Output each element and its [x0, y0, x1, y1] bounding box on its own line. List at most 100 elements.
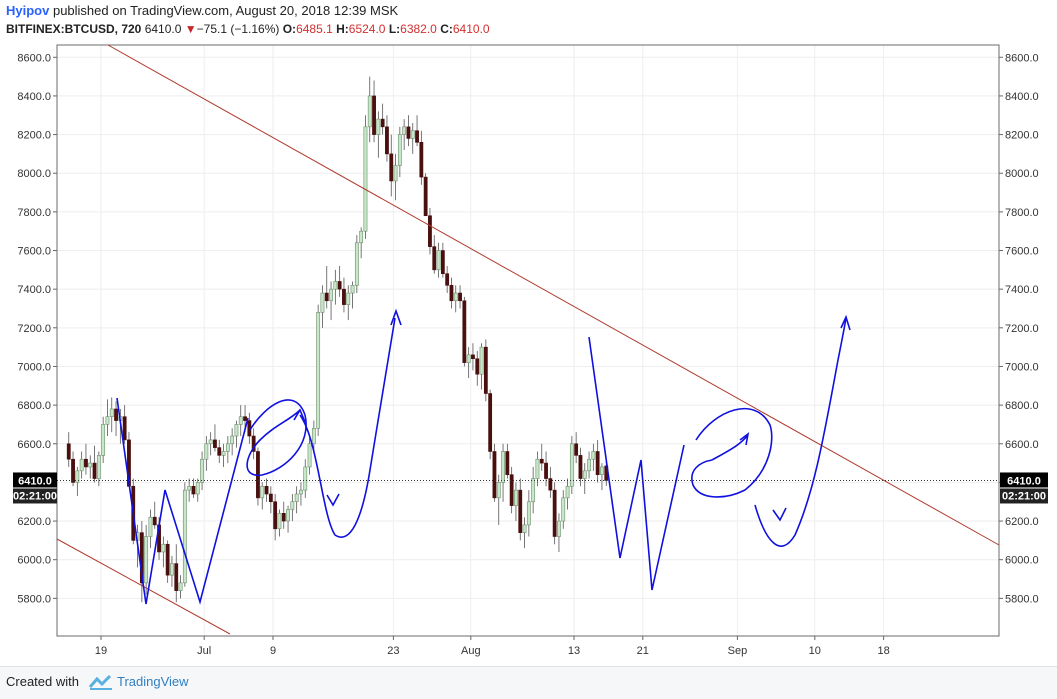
candle-body	[458, 292, 462, 302]
open-label: O:	[282, 22, 297, 36]
candle-body	[187, 485, 192, 491]
candle	[475, 351, 480, 386]
candle-body	[96, 455, 101, 479]
candle-body	[208, 439, 213, 445]
candle-body	[337, 281, 342, 290]
candle	[372, 80, 376, 143]
y-tick-label: 8400.0	[1005, 91, 1039, 103]
candle	[359, 227, 364, 259]
candle-body	[79, 458, 84, 472]
candle-body	[552, 489, 557, 537]
candle-body	[174, 563, 179, 591]
candle-body	[294, 493, 299, 503]
candle	[88, 455, 93, 479]
candle-body	[238, 416, 243, 425]
candle-body	[109, 408, 114, 418]
candle-body	[354, 242, 359, 286]
candle-body	[436, 250, 441, 271]
loop-aug	[691, 407, 773, 498]
candle	[187, 478, 192, 502]
candle	[191, 478, 196, 498]
candle	[337, 265, 342, 297]
candle	[290, 494, 295, 522]
tradingview-logo-icon[interactable]	[88, 673, 114, 691]
candle	[380, 103, 385, 135]
candle	[428, 208, 432, 255]
candle-body	[569, 443, 574, 487]
svg-text:6410.0: 6410.0	[1007, 475, 1041, 487]
candle-body	[264, 485, 269, 495]
candle-body	[346, 292, 351, 305]
candle-body	[75, 470, 80, 483]
candle-body	[561, 497, 566, 522]
footer: Created with TradingView	[0, 666, 1057, 699]
y-tick-label: 8000.0	[17, 168, 51, 180]
candle-body	[324, 292, 329, 302]
candle	[423, 173, 428, 217]
candle	[79, 451, 84, 479]
price-label-right: 6410.0 02:21:00	[1000, 472, 1048, 504]
author-link[interactable]: Hyipov	[6, 3, 50, 18]
y-tick-label: 6000.0	[1005, 555, 1039, 567]
candles	[66, 76, 609, 603]
symbol-label[interactable]: BITFINEX:BTCUSD, 720	[6, 22, 142, 36]
candle-body	[350, 285, 355, 294]
candle	[329, 281, 333, 321]
descending-trendline	[107, 44, 1000, 546]
candle	[174, 544, 179, 603]
candle-body	[380, 118, 385, 128]
x-tick-label: 9	[270, 645, 276, 657]
candle	[75, 466, 80, 496]
candle	[501, 443, 505, 502]
candle-body	[105, 416, 110, 425]
candle-body	[178, 582, 183, 591]
arrow-loop	[293, 408, 306, 423]
candle-body	[483, 346, 488, 394]
candle	[256, 447, 260, 506]
x-tick-label: 21	[637, 645, 649, 657]
candle	[544, 451, 548, 487]
candle-body	[182, 489, 187, 584]
x-tick-label: Aug	[461, 645, 481, 657]
candle	[376, 111, 381, 158]
candle	[561, 490, 566, 529]
arrow-up-3	[840, 314, 851, 331]
candle-body	[440, 250, 445, 275]
y-tick-label: 5800.0	[17, 593, 51, 605]
candle	[458, 285, 462, 309]
candle	[195, 478, 200, 502]
y-tick-label: 7200.0	[17, 323, 51, 335]
candle-body	[591, 451, 596, 460]
candle-body	[342, 288, 346, 305]
close-value: 6410.0	[452, 22, 490, 36]
x-tick-label: 13	[568, 645, 580, 657]
candle	[303, 459, 308, 498]
candle	[109, 397, 114, 433]
candle-body	[286, 509, 290, 522]
candle	[415, 115, 419, 147]
arrow-down	[772, 507, 787, 522]
candle	[178, 575, 183, 599]
candle-body	[303, 466, 308, 491]
loop-july	[246, 399, 307, 476]
y-tick-label: 7000.0	[1005, 361, 1039, 373]
candle-body	[479, 346, 484, 375]
candle	[539, 443, 544, 471]
candle-body	[84, 458, 88, 468]
y-tick-label: 8000.0	[1005, 168, 1039, 180]
candle-body	[385, 126, 389, 155]
candle	[217, 439, 222, 464]
candle	[514, 482, 518, 522]
candle	[509, 466, 514, 514]
tradingview-link[interactable]: TradingView	[117, 674, 189, 689]
candle	[213, 424, 217, 452]
candle-body	[539, 458, 544, 464]
candle	[565, 478, 570, 510]
candle-body	[445, 273, 450, 286]
price-change: −75.1 (−1.16%)	[196, 22, 280, 36]
candle	[316, 304, 321, 437]
candle	[595, 439, 600, 483]
candle-body	[221, 451, 226, 456]
y-tick-label: 6200.0	[17, 516, 51, 528]
y-tick-label: 6000.0	[17, 555, 51, 567]
